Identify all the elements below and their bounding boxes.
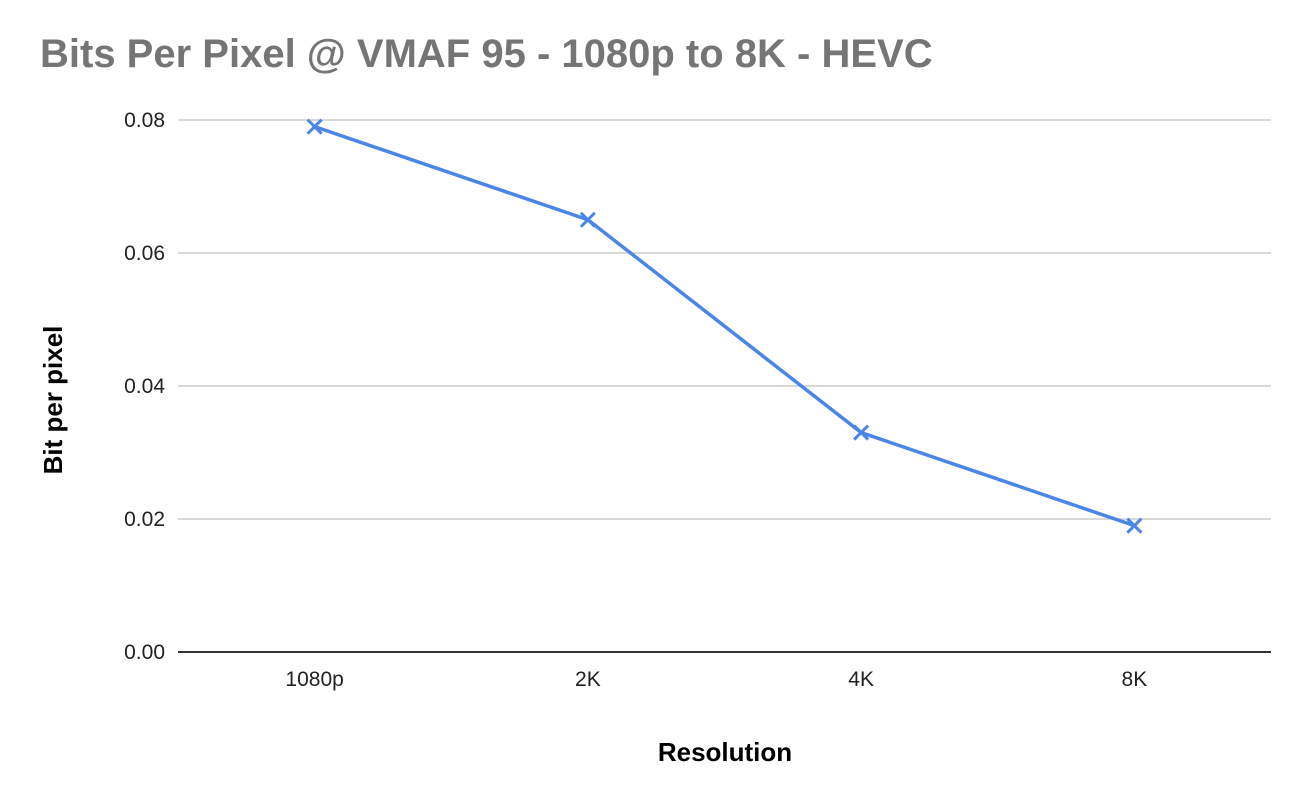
marker-stroke: [853, 424, 870, 441]
series-layer: [306, 118, 1143, 534]
gridlines: [178, 119, 1271, 653]
x-tick-label: 4K: [848, 668, 874, 691]
x-tick-label: 2K: [575, 668, 601, 691]
y-tick-label: 0.08: [124, 109, 165, 132]
marker-stroke: [1126, 517, 1143, 534]
y-tick-label: 0.02: [124, 508, 165, 531]
data-point-marker: [306, 118, 323, 135]
chart-title: Bits Per Pixel @ VMAF 95 - 1080p to 8K -…: [40, 32, 933, 76]
y-tick-label: 0.00: [124, 641, 165, 664]
x-tick-label: 8K: [1122, 668, 1148, 691]
marker-stroke: [306, 118, 323, 135]
data-point-marker: [1126, 517, 1143, 534]
series-line: [312, 124, 1137, 528]
x-tick-labels: 1080p 2K 4K 8K: [285, 668, 1147, 691]
y-tick-label: 0.06: [124, 242, 165, 265]
marker-stroke: [579, 211, 596, 228]
y-axis-title: Bit per pixel: [38, 326, 68, 475]
data-point-marker: [579, 211, 596, 228]
x-axis-title: Resolution: [658, 737, 792, 767]
data-point-marker: [853, 424, 870, 441]
y-tick-label: 0.04: [124, 375, 165, 398]
y-tick-labels: 0.00 0.02 0.04 0.06 0.08: [124, 109, 165, 664]
x-tick-label: 1080p: [285, 668, 343, 691]
